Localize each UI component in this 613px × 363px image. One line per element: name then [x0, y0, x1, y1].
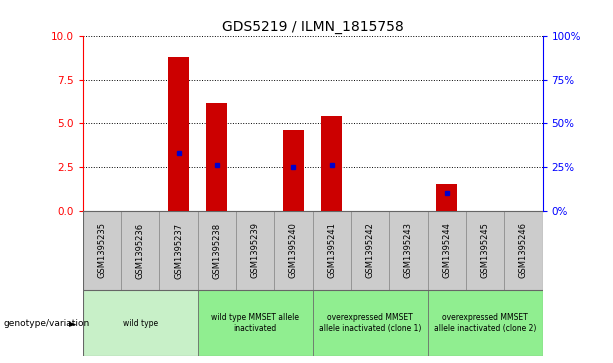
Text: GSM1395244: GSM1395244: [442, 223, 451, 278]
Text: GSM1395242: GSM1395242: [365, 223, 375, 278]
Bar: [466, 211, 504, 290]
Text: wild type MMSET allele
inactivated: wild type MMSET allele inactivated: [211, 313, 299, 333]
Text: GSM1395240: GSM1395240: [289, 223, 298, 278]
Bar: [168, 57, 189, 211]
Text: genotype/variation: genotype/variation: [3, 319, 89, 327]
Bar: [313, 290, 428, 356]
Text: wild type: wild type: [123, 319, 158, 327]
Text: GSM1395236: GSM1395236: [135, 223, 145, 278]
Text: GSM1395246: GSM1395246: [519, 223, 528, 278]
Bar: [389, 211, 428, 290]
Bar: [428, 290, 543, 356]
Bar: [351, 211, 389, 290]
Text: GSM1395241: GSM1395241: [327, 223, 337, 278]
Text: GSM1395238: GSM1395238: [212, 223, 221, 278]
Bar: [428, 211, 466, 290]
Bar: [321, 117, 342, 211]
Text: GSM1395239: GSM1395239: [251, 223, 260, 278]
Bar: [504, 211, 543, 290]
Bar: [121, 211, 159, 290]
Bar: [436, 184, 457, 211]
Bar: [275, 211, 313, 290]
Bar: [197, 290, 313, 356]
Bar: [83, 211, 121, 290]
Bar: [283, 130, 304, 211]
Text: GSM1395243: GSM1395243: [404, 223, 413, 278]
Text: GSM1395245: GSM1395245: [481, 223, 490, 278]
Text: overexpressed MMSET
allele inactivated (clone 2): overexpressed MMSET allele inactivated (…: [434, 313, 536, 333]
Bar: [207, 102, 227, 211]
Bar: [159, 211, 197, 290]
Text: overexpressed MMSET
allele inactivated (clone 1): overexpressed MMSET allele inactivated (…: [319, 313, 421, 333]
Bar: [236, 211, 275, 290]
Text: GSM1395235: GSM1395235: [97, 223, 107, 278]
Bar: [83, 290, 197, 356]
Text: ►: ►: [69, 318, 77, 328]
Text: GSM1395237: GSM1395237: [174, 223, 183, 278]
Bar: [313, 211, 351, 290]
Title: GDS5219 / ILMN_1815758: GDS5219 / ILMN_1815758: [222, 20, 403, 34]
Bar: [197, 211, 236, 290]
